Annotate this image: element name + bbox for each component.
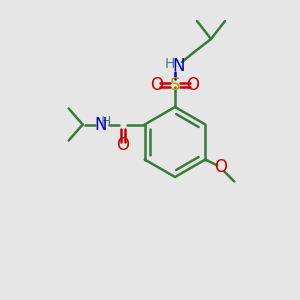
Text: O: O bbox=[116, 136, 129, 154]
Text: H: H bbox=[100, 115, 111, 128]
Text: N: N bbox=[94, 116, 107, 134]
Text: H: H bbox=[165, 57, 175, 71]
Text: O: O bbox=[151, 76, 164, 94]
Text: O: O bbox=[187, 76, 200, 94]
Text: N: N bbox=[173, 57, 185, 75]
Text: S: S bbox=[170, 76, 180, 94]
Text: O: O bbox=[214, 158, 227, 176]
